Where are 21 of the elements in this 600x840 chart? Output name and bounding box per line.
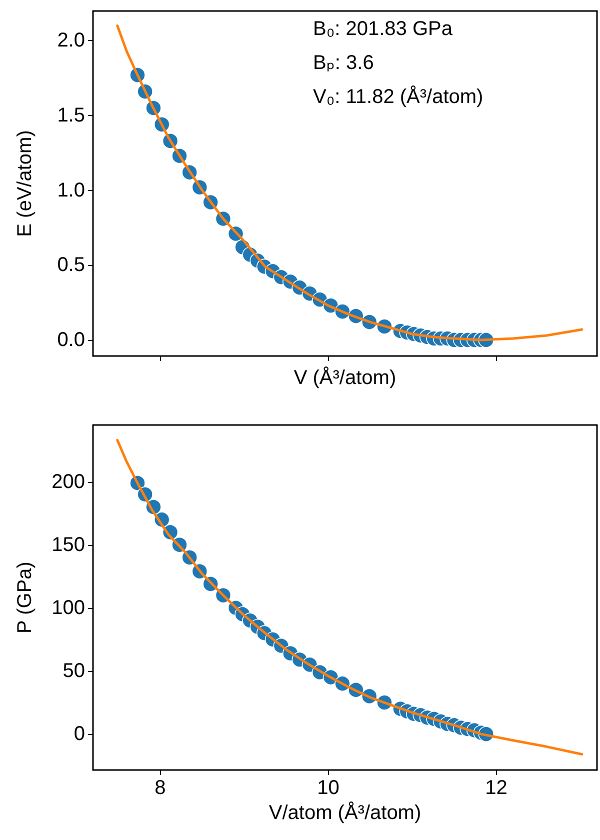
- x-axis-title: V/atom (Å³/atom): [268, 800, 422, 824]
- y-tick-label: 0.5: [57, 254, 85, 276]
- y-tick-label: 2.0: [57, 30, 85, 52]
- y-tick-label: 200: [52, 470, 85, 493]
- x-tick-label: 12: [485, 777, 508, 799]
- annotation: B₀: 201.83 GPa: [313, 18, 454, 40]
- annotation: V₀: 11.82 (Å³/atom): [313, 85, 484, 108]
- x-axis-title: V (Å³/atom): [294, 366, 396, 389]
- y-tick-label: 1.0: [57, 179, 85, 202]
- y-tick-label: 0.0: [57, 328, 85, 351]
- annotation: Bₚ: 3.6: [313, 52, 374, 74]
- x-tick-label: 8: [154, 777, 166, 799]
- x-tick-label: 10: [317, 777, 340, 799]
- y-tick-label: 100: [52, 596, 85, 619]
- y-tick-label: 50: [62, 660, 85, 682]
- y-tick-label: 1.5: [57, 104, 85, 126]
- y-tick-label: 150: [52, 534, 85, 556]
- y-tick-label: 0: [74, 723, 85, 746]
- line-series: [116, 438, 584, 756]
- y-axis-title: E (eV/atom): [14, 130, 36, 237]
- y-axis-title: P (GPa): [14, 562, 36, 634]
